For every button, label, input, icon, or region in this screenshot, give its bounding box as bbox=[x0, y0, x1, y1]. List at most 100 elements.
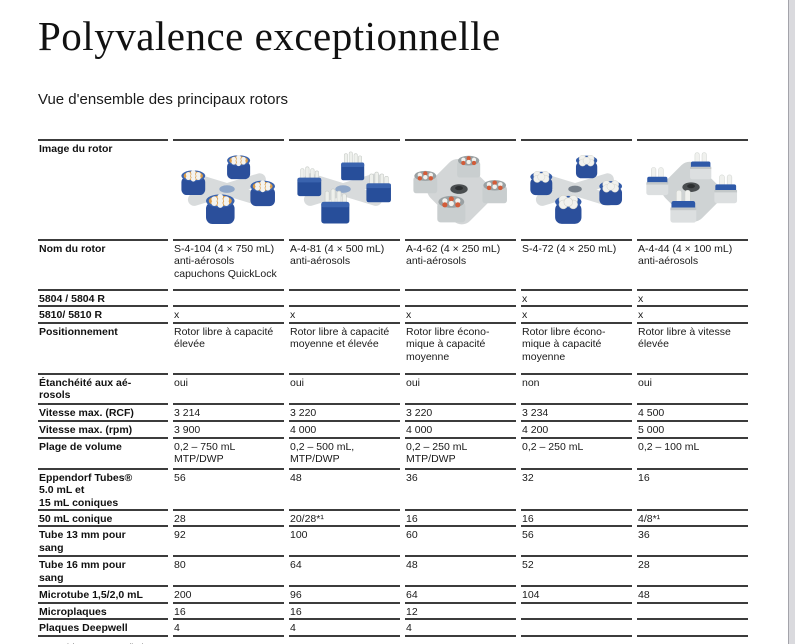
table-cell bbox=[289, 289, 400, 305]
table-cell: 4 500 bbox=[637, 402, 748, 420]
rotor-comparison-table: Image du rotor bbox=[38, 139, 748, 638]
table-row: Tube 16 mm pour sang 80 64 48 52 28 bbox=[38, 555, 748, 585]
table-cell bbox=[521, 601, 632, 618]
table-row: Microtube 1,5/2,0 mL 200 96 64 104 48 bbox=[38, 585, 748, 601]
table-cell bbox=[521, 139, 632, 239]
table-cell: 0,2 – 500 mL, MTP/DWP bbox=[289, 436, 400, 468]
table-row: Plage de volume 0,2 – 750 mL MTP/DWP 0,2… bbox=[38, 436, 748, 468]
table-cell: oui bbox=[637, 372, 748, 403]
table-cell: 200 bbox=[173, 585, 284, 601]
table-cell: 0,2 – 250 mL MTP/DWP bbox=[405, 436, 516, 468]
table-row: Positionnement Rotor libre à capacité él… bbox=[38, 321, 748, 373]
table-cell: Rotor libre à vitesse élevée bbox=[637, 321, 748, 373]
scrollbar-track[interactable] bbox=[788, 0, 795, 644]
table-cell: 20/28*¹ bbox=[289, 508, 400, 525]
row-label: 50 mL conique bbox=[38, 508, 168, 525]
table-cell: 56 bbox=[173, 467, 284, 509]
rotor-image-a-4-81 bbox=[296, 151, 391, 224]
table-cell: 48 bbox=[405, 555, 516, 585]
table-cell: 4 bbox=[405, 618, 516, 638]
table-row: Tube 13 mm pour sang 92 100 60 56 36 bbox=[38, 525, 748, 555]
table-cell: 52 bbox=[521, 555, 632, 585]
table-cell bbox=[637, 618, 748, 638]
table-cell: non bbox=[521, 372, 632, 403]
table-cell: 4 000 bbox=[289, 419, 400, 437]
table-cell bbox=[173, 139, 284, 239]
page-title: Polyvalence exceptionnelle bbox=[38, 13, 501, 59]
row-label: Tube 16 mm pour sang bbox=[38, 555, 168, 585]
table-cell: x bbox=[521, 289, 632, 305]
table-row: 50 mL conique 28 20/28*¹ 16 16 4/8*¹ bbox=[38, 508, 748, 525]
table-row: Microplaques 16 16 12 bbox=[38, 601, 748, 618]
row-label: Étanchéité aux aé- rosols bbox=[38, 372, 168, 403]
row-label: Positionnement bbox=[38, 321, 168, 373]
table-cell: 16 bbox=[521, 508, 632, 525]
table-row: Image du rotor bbox=[38, 139, 748, 239]
table-footnote: *¹ Capacité max. avec nacelle de 50 mL bbox=[38, 642, 795, 644]
table-cell bbox=[637, 601, 748, 618]
table-cell: 3 220 bbox=[289, 402, 400, 420]
row-label: Plaques Deepwell bbox=[38, 618, 168, 638]
row-label: Plage de volume bbox=[38, 436, 168, 468]
table-cell: S-4-72 (4 × 250 mL) bbox=[521, 239, 632, 289]
table-cell: 0,2 – 750 mL MTP/DWP bbox=[173, 436, 284, 468]
table-cell: oui bbox=[173, 372, 284, 403]
table-cell: oui bbox=[405, 372, 516, 403]
table-cell: 32 bbox=[521, 467, 632, 509]
table-cell: 4 bbox=[289, 618, 400, 638]
table-cell: 48 bbox=[289, 467, 400, 509]
table-cell: 16 bbox=[289, 601, 400, 618]
table-cell: 5 000 bbox=[637, 419, 748, 437]
table-cell: oui bbox=[289, 372, 400, 403]
table-cell: 48 bbox=[637, 585, 748, 601]
row-label: Tube 13 mm pour sang bbox=[38, 525, 168, 555]
table-cell: 4/8*¹ bbox=[637, 508, 748, 525]
table-cell: A-4-44 (4 × 100 mL) anti-aérosols bbox=[637, 239, 748, 289]
table-cell: S-4-104 (4 × 750 mL) anti-aérosols capuc… bbox=[173, 239, 284, 289]
table-cell: 4 bbox=[173, 618, 284, 638]
table-cell: A-4-62 (4 × 250 mL) anti-aérosols bbox=[405, 239, 516, 289]
row-label: Microtube 1,5/2,0 mL bbox=[38, 585, 168, 601]
table-cell: x bbox=[405, 305, 516, 321]
table-row: Étanchéité aux aé- rosols oui oui oui no… bbox=[38, 372, 748, 403]
table-cell: 36 bbox=[405, 467, 516, 509]
table-row: Vitesse max. (RCF) 3 214 3 220 3 220 3 2… bbox=[38, 402, 748, 420]
table-cell: 92 bbox=[173, 525, 284, 555]
row-label: Eppendorf Tubes® 5.0 mL et 15 mL conique… bbox=[38, 467, 168, 509]
table-cell: x bbox=[173, 305, 284, 321]
table-cell: 3 900 bbox=[173, 419, 284, 437]
table-cell: 60 bbox=[405, 525, 516, 555]
table-cell bbox=[405, 289, 516, 305]
table-cell bbox=[289, 139, 400, 239]
table-cell: 28 bbox=[637, 555, 748, 585]
page-subtitle: Vue d'ensemble des principaux rotors bbox=[38, 91, 288, 108]
table-cell: Rotor libre à capacité moyenne et élevée bbox=[289, 321, 400, 373]
table-row: Eppendorf Tubes® 5.0 mL et 15 mL conique… bbox=[38, 467, 748, 509]
table-cell: 4 000 bbox=[405, 419, 516, 437]
table-cell: 16 bbox=[173, 601, 284, 618]
table-cell bbox=[521, 618, 632, 638]
table-row: Nom du rotor S-4-104 (4 × 750 mL) anti-a… bbox=[38, 239, 748, 289]
table-cell: 16 bbox=[405, 508, 516, 525]
table-cell: 3 220 bbox=[405, 402, 516, 420]
table-cell: 64 bbox=[289, 555, 400, 585]
table-cell: Rotor libre à capacité élevée bbox=[173, 321, 284, 373]
row-label: 5804 / 5804 R bbox=[38, 289, 168, 305]
table-cell: 96 bbox=[289, 585, 400, 601]
table-row: Vitesse max. (rpm) 3 900 4 000 4 000 4 2… bbox=[38, 419, 748, 437]
row-label: Image du rotor bbox=[38, 139, 168, 239]
table-cell: 28 bbox=[173, 508, 284, 525]
table-cell: 0,2 – 100 mL bbox=[637, 436, 748, 468]
row-label: Nom du rotor bbox=[38, 239, 168, 289]
table-cell: 56 bbox=[521, 525, 632, 555]
row-label: Microplaques bbox=[38, 601, 168, 618]
table-cell: 100 bbox=[289, 525, 400, 555]
table-cell: 4 200 bbox=[521, 419, 632, 437]
table-row: Plaques Deepwell 4 4 4 bbox=[38, 618, 748, 638]
rotor-image-a-4-62 bbox=[412, 155, 507, 225]
rotor-image-a-4-44 bbox=[645, 152, 738, 224]
table-cell: Rotor libre écono- mique à capacité moye… bbox=[405, 321, 516, 373]
table-cell: 36 bbox=[637, 525, 748, 555]
table-cell: x bbox=[637, 305, 748, 321]
